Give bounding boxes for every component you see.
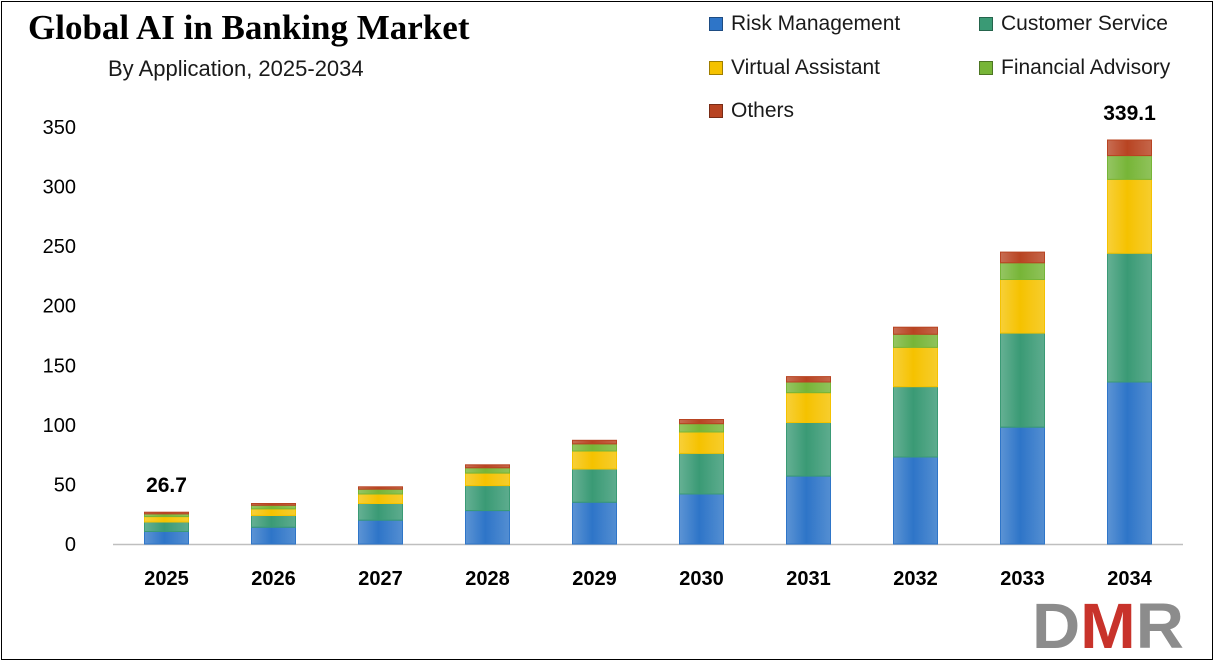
chart-subtitle: By Application, 2025-2034 <box>108 56 364 81</box>
bar-customer-service-2025 <box>144 521 189 532</box>
bar-risk-management-2025 <box>144 531 189 545</box>
bar-financial-advisory-2030 <box>679 423 724 433</box>
bar-others-2032 <box>893 326 938 335</box>
bar-others-2034 <box>1107 139 1152 157</box>
bar-virtual-assistant-2029 <box>572 450 617 470</box>
legend-label-financial-advisory: Financial Advisory <box>1001 56 1171 79</box>
legend-swatch-customer-service <box>979 17 993 31</box>
bar-others-2031 <box>786 376 831 383</box>
y-tick-label: 250 <box>43 236 76 258</box>
legend-swatch-financial-advisory <box>979 61 993 75</box>
bar-financial-advisory-2034 <box>1107 155 1152 180</box>
bar-others-2026 <box>251 503 296 506</box>
bar-customer-service-2034 <box>1107 252 1152 383</box>
legend-label-risk-management: Risk Management <box>731 12 901 35</box>
x-tick-label-2029: 2029 <box>572 568 617 590</box>
bar-financial-advisory-2027 <box>358 488 403 495</box>
bar-others-2029 <box>572 439 617 445</box>
bar-virtual-assistant-2034 <box>1107 178 1152 254</box>
legend-item-risk-management: Risk Management <box>709 12 900 36</box>
legend-swatch-virtual-assistant <box>709 61 723 75</box>
y-tick-label: 300 <box>43 177 76 199</box>
y-tick-label: 50 <box>54 474 76 496</box>
bar-customer-service-2032 <box>893 386 938 458</box>
x-tick-label-2031: 2031 <box>786 568 831 590</box>
bar-customer-service-2026 <box>251 514 296 528</box>
logo-text: DMR <box>1032 596 1184 654</box>
bar-risk-management-2029 <box>572 501 617 545</box>
bar-risk-management-2026 <box>251 526 296 545</box>
x-tick-label-2027: 2027 <box>358 568 403 590</box>
legend-item-customer-service: Customer Service <box>979 12 1168 36</box>
bar-virtual-assistant-2027 <box>358 493 403 504</box>
bar-financial-advisory-2029 <box>572 443 617 452</box>
legend-label-others: Others <box>731 99 795 122</box>
x-tick-label-2025: 2025 <box>144 568 189 590</box>
bar-risk-management-2030 <box>679 493 724 545</box>
y-tick-label: 100 <box>43 415 76 437</box>
logo-letter-r: R <box>1136 596 1184 654</box>
bar-customer-service-2027 <box>358 503 403 521</box>
bar-risk-management-2027 <box>358 519 403 545</box>
bar-virtual-assistant-2026 <box>251 508 296 516</box>
x-tick-label-2033: 2033 <box>1000 568 1045 590</box>
legend-swatch-others <box>709 104 723 118</box>
bar-virtual-assistant-2032 <box>893 346 938 388</box>
logo-letter-d: D <box>1032 596 1080 654</box>
bar-customer-service-2029 <box>572 468 617 503</box>
bar-virtual-assistant-2030 <box>679 431 724 454</box>
x-tick-label-2030: 2030 <box>679 568 724 590</box>
bar-financial-advisory-2031 <box>786 381 831 394</box>
bar-others-2030 <box>679 419 724 425</box>
bar-customer-service-2030 <box>679 453 724 495</box>
bar-others-2025 <box>144 511 189 515</box>
bar-virtual-assistant-2025 <box>144 516 189 523</box>
bar-virtual-assistant-2031 <box>786 392 831 424</box>
legend-item-financial-advisory: Financial Advisory <box>979 56 1170 80</box>
bar-risk-management-2034 <box>1107 381 1152 545</box>
legend-label-virtual-assistant: Virtual Assistant <box>731 56 881 79</box>
x-tick-label-2034: 2034 <box>1107 568 1152 590</box>
bar-virtual-assistant-2028 <box>465 472 510 487</box>
bar-virtual-assistant-2033 <box>1000 279 1045 334</box>
bar-others-2033 <box>1000 251 1045 264</box>
bar-customer-service-2031 <box>786 422 831 477</box>
legend-swatch-risk-management <box>709 17 723 31</box>
bar-others-2028 <box>465 464 510 469</box>
bar-financial-advisory-2028 <box>465 467 510 474</box>
y-tick-label: 150 <box>43 355 76 377</box>
bar-risk-management-2033 <box>1000 426 1045 545</box>
legend-item-others: Others <box>709 99 794 123</box>
bar-risk-management-2032 <box>893 456 938 545</box>
y-tick-label: 350 <box>43 117 76 139</box>
bar-others-2027 <box>358 486 403 490</box>
legend-item-virtual-assistant: Virtual Assistant <box>709 56 880 80</box>
x-tick-label-2032: 2032 <box>893 568 938 590</box>
bar-customer-service-2033 <box>1000 332 1045 428</box>
x-tick-label-2026: 2026 <box>251 568 296 590</box>
bar-financial-advisory-2026 <box>251 504 296 510</box>
logo-letter-m: M <box>1080 596 1136 654</box>
data-label-2034: 339.1 <box>1103 102 1156 125</box>
x-tick-label-2028: 2028 <box>465 568 510 590</box>
bar-financial-advisory-2033 <box>1000 262 1045 280</box>
chart-title: Global AI in Banking Market <box>28 8 470 47</box>
y-tick-label: 0 <box>65 534 76 556</box>
bar-risk-management-2028 <box>465 510 510 545</box>
bar-financial-advisory-2032 <box>893 333 938 348</box>
dmr-logo: DMR <box>1032 596 1184 654</box>
data-label-2025: 26.7 <box>146 474 187 497</box>
legend-label-customer-service: Customer Service <box>1001 12 1168 35</box>
bar-risk-management-2031 <box>786 475 831 545</box>
y-tick-label: 200 <box>43 296 76 318</box>
chart-legend: Risk Management Customer Service Virtual… <box>709 10 1209 126</box>
bar-customer-service-2028 <box>465 485 510 512</box>
